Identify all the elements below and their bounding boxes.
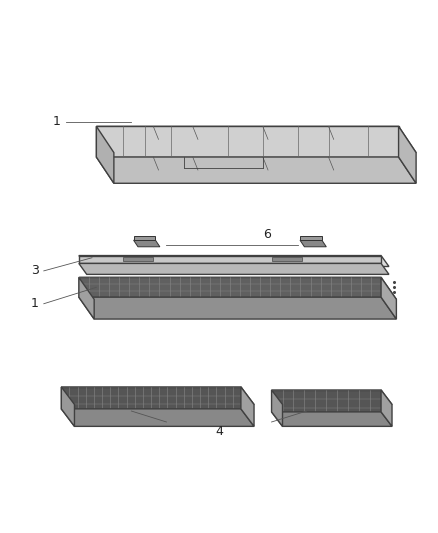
Polygon shape — [61, 387, 241, 409]
Polygon shape — [272, 390, 381, 412]
Polygon shape — [300, 236, 322, 240]
Polygon shape — [272, 390, 283, 426]
Polygon shape — [241, 387, 254, 426]
Polygon shape — [123, 257, 153, 261]
Polygon shape — [381, 390, 392, 426]
Polygon shape — [61, 387, 254, 405]
Polygon shape — [272, 412, 392, 426]
Polygon shape — [79, 278, 381, 297]
Polygon shape — [61, 409, 254, 426]
Polygon shape — [272, 390, 392, 405]
Polygon shape — [79, 297, 396, 319]
Text: 4: 4 — [215, 425, 223, 438]
Polygon shape — [96, 126, 114, 183]
Polygon shape — [96, 157, 416, 183]
Polygon shape — [399, 126, 416, 183]
Polygon shape — [381, 278, 396, 319]
Polygon shape — [96, 126, 416, 152]
Text: 6: 6 — [263, 228, 271, 241]
Polygon shape — [79, 255, 381, 263]
Polygon shape — [79, 278, 396, 300]
Polygon shape — [96, 126, 399, 157]
Polygon shape — [134, 240, 160, 247]
Text: 1: 1 — [31, 297, 39, 310]
Text: 3: 3 — [31, 264, 39, 277]
Polygon shape — [272, 257, 302, 261]
Polygon shape — [300, 240, 326, 247]
Polygon shape — [79, 263, 389, 274]
Polygon shape — [134, 236, 155, 240]
Polygon shape — [61, 387, 74, 426]
Polygon shape — [79, 255, 389, 266]
Polygon shape — [79, 278, 94, 319]
Text: 1: 1 — [53, 116, 60, 128]
